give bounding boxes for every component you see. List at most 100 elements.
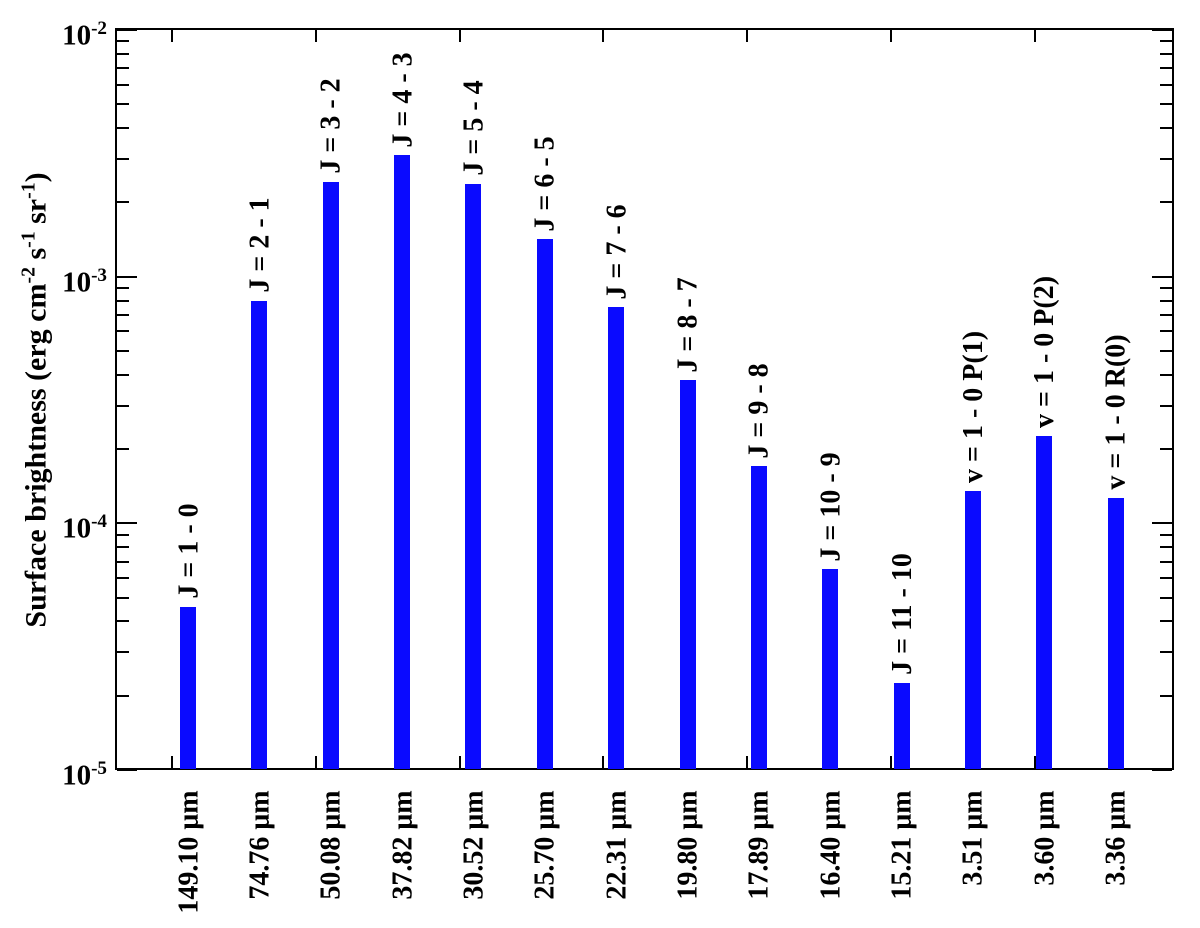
bar (964, 491, 981, 769)
y-minor-tick-right (1160, 157, 1172, 160)
y-minor-tick-right (1160, 127, 1172, 130)
y-major-tick-left (117, 522, 137, 525)
x-tick-bottom (890, 756, 892, 768)
bar-transition-label: J = 5 - 4 (458, 80, 490, 176)
y-minor-tick-left (117, 103, 129, 106)
y-minor-tick-left (117, 694, 129, 697)
bar-transition-label: J = 6 - 5 (529, 135, 561, 232)
y-minor-tick-right (1160, 349, 1172, 352)
y-minor-tick-left (117, 620, 129, 623)
x-tick-label: 149.10 μm (173, 789, 205, 914)
bar-transition-label: v = 1 - 0 P(2) (1029, 276, 1061, 429)
bar (465, 183, 482, 769)
bar-transition-label: J = 11 - 10 (886, 553, 918, 675)
y-axis-title: Surface brightness (erg cm-2 s-1 sr-1) (17, 172, 53, 628)
x-tick-label: 37.82 μm (387, 789, 419, 900)
x-tick-bottom (314, 756, 317, 768)
bar (822, 569, 839, 769)
y-major-tick-right (1152, 769, 1172, 771)
y-tick-label: 10-2 (62, 18, 107, 52)
y-minor-tick-right (1160, 448, 1172, 451)
y-minor-tick-left (117, 651, 129, 654)
y-minor-tick-left (117, 67, 129, 70)
y-minor-tick-right (1160, 52, 1172, 55)
y-minor-tick-right (1160, 577, 1172, 580)
bar-transition-label: J = 4 - 3 (387, 52, 419, 148)
x-tick-top (171, 30, 173, 42)
x-tick-bottom (458, 756, 461, 768)
bar (394, 155, 411, 769)
x-tick-top (1033, 30, 1036, 42)
x-tick-label: 19.80 μm (672, 789, 704, 900)
y-minor-tick-right (1160, 694, 1172, 697)
y-minor-tick-right (1160, 620, 1172, 623)
x-tick-label: 50.08 μm (315, 789, 347, 900)
y-minor-tick-right (1160, 201, 1172, 204)
x-tick-label: 22.31 μm (601, 789, 633, 900)
y-minor-tick-left (117, 596, 129, 599)
bar-transition-label: J = 3 - 2 (315, 78, 347, 175)
y-minor-tick-left (117, 577, 129, 580)
y-minor-tick-right (1160, 299, 1172, 302)
y-minor-tick-left (117, 349, 129, 352)
y-minor-tick-left (117, 373, 129, 376)
y-minor-tick-right (1160, 404, 1172, 407)
y-minor-tick-right (1160, 560, 1172, 563)
x-tick-top (602, 30, 605, 42)
y-minor-tick-left (117, 560, 129, 563)
y-minor-tick-left (117, 201, 129, 204)
y-minor-tick-right (1160, 67, 1172, 70)
bar-transition-label: J = 9 - 8 (744, 363, 776, 459)
bar (180, 606, 196, 769)
x-tick-top (458, 30, 461, 42)
x-tick-label: 3.51 μm (958, 789, 990, 886)
y-major-tick-left (117, 29, 137, 31)
y-minor-tick-left (117, 533, 129, 536)
y-minor-tick-right (1160, 286, 1172, 289)
x-tick-label: 74.76 μm (244, 789, 276, 900)
y-minor-tick-right (1160, 103, 1172, 106)
bar (1107, 497, 1124, 769)
y-tick-label: 10-3 (62, 264, 107, 299)
y-minor-tick-left (117, 330, 129, 333)
bar-transition-label: v = 1 - 0 R(0) (1100, 334, 1132, 490)
y-minor-tick-right (1160, 651, 1172, 654)
y-minor-tick-left (117, 404, 129, 407)
y-major-tick-right (1152, 522, 1172, 525)
bar-transition-label: J = 8 - 7 (672, 277, 704, 373)
y-minor-tick-left (117, 546, 129, 549)
x-tick-label: 15.21 μm (886, 789, 918, 900)
bar (322, 181, 339, 769)
x-tick-top (746, 30, 749, 42)
x-tick-bottom (171, 756, 173, 768)
plot-area (115, 28, 1174, 770)
x-tick-label: 16.40 μm (815, 789, 847, 900)
bar-transition-label: J = 10 - 9 (815, 452, 847, 562)
bar (750, 466, 767, 769)
x-tick-bottom (746, 756, 749, 768)
y-major-tick-right (1152, 29, 1172, 31)
y-minor-tick-right (1160, 533, 1172, 536)
y-minor-tick-right (1160, 546, 1172, 549)
y-minor-tick-left (117, 286, 129, 289)
x-tick-bottom (602, 756, 605, 768)
bar (536, 239, 553, 769)
bar (1036, 436, 1053, 769)
x-tick-label: 30.52 μm (458, 789, 490, 900)
y-major-tick-left (117, 275, 137, 278)
bar-transition-label: J = 2 - 1 (244, 197, 276, 293)
y-minor-tick-left (117, 40, 129, 43)
y-tick-label: 10-4 (62, 511, 107, 545)
y-tick-label: 10-5 (62, 758, 107, 792)
x-tick-label: 17.89 μm (743, 789, 775, 900)
y-minor-tick-right (1160, 330, 1172, 333)
y-minor-tick-right (1160, 83, 1172, 86)
y-minor-tick-left (117, 127, 129, 130)
y-minor-tick-right (1160, 40, 1172, 43)
bar-transition-label: J = 7 - 6 (601, 204, 633, 300)
bar-transition-label: v = 1 - 0 P(1) (957, 331, 989, 484)
x-tick-label: 25.70 μm (529, 789, 561, 900)
y-minor-tick-left (117, 83, 129, 86)
x-tick-label: 3.60 μm (1029, 789, 1061, 886)
